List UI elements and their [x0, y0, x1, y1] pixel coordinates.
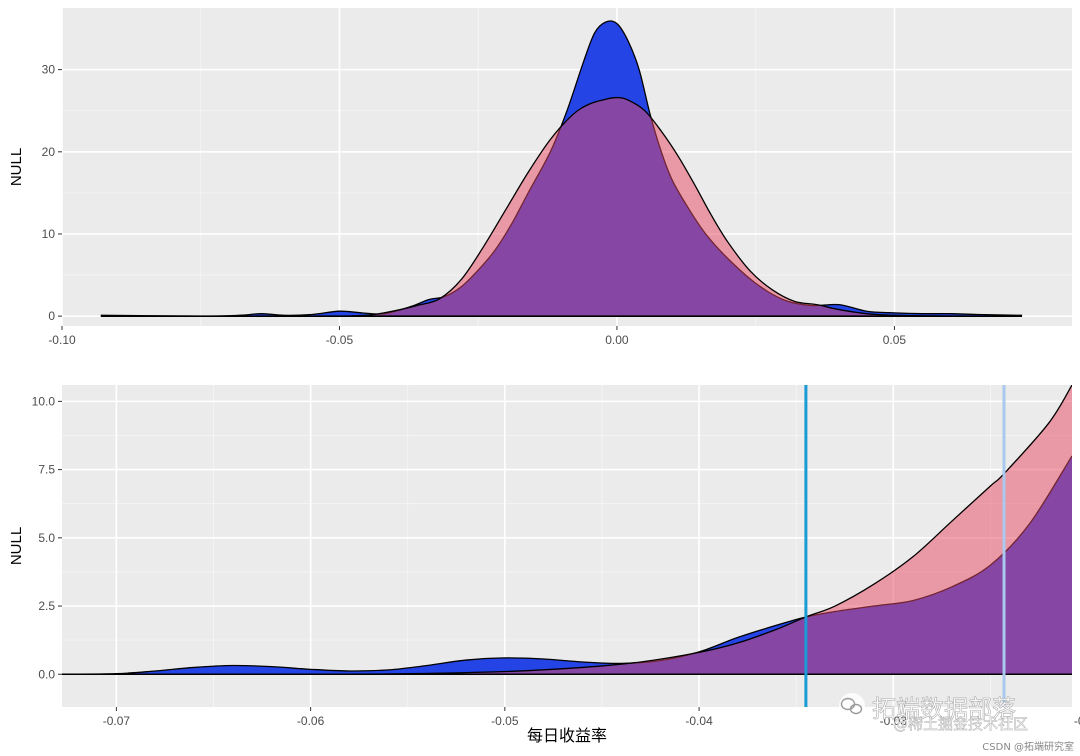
top-density-areas	[100, 20, 1023, 317]
density-area-series-1	[62, 385, 1072, 675]
top-y-ticks: 0 10 20 30	[42, 63, 62, 323]
x-tick-label: -0.02	[1074, 714, 1080, 728]
x-tick-label: 0.05	[883, 333, 907, 347]
y-tick-label: 20	[42, 145, 56, 159]
bottom-density-panel: 0.02.55.07.510.0 -0.07 -0.06 -0.05 -0.04 -0.…	[8, 385, 1080, 745]
y-tick-label: 0	[48, 309, 55, 323]
x-tick-label: -0.07	[103, 714, 131, 728]
y-tick-label: 2.5	[38, 599, 55, 613]
x-tick-label: -0.10	[48, 333, 76, 347]
bottom-y-axis-title: NULL	[8, 527, 25, 565]
top-density-panel: 0 10 20 30 -0.10 -0.05 0.00 0.05 NULL	[8, 8, 1072, 347]
watermark-main-text: 拓端数据部落	[872, 695, 1016, 723]
x-tick-label: -0.06	[297, 714, 325, 728]
y-tick-label: 30	[42, 63, 56, 77]
bottom-y-ticks: 0.0 2.5 5.0 7.5 10.0	[32, 394, 62, 681]
bottom-density-areas	[62, 385, 1072, 676]
y-tick-label: 10	[42, 227, 56, 241]
bottom-reference-lines	[804, 385, 1006, 707]
watermark: 拓端数据部落 @稀土掘金技术社区 CSDN @拓端研究室	[839, 693, 1074, 753]
bottom-x-ticks: -0.07 -0.06 -0.05 -0.04 -0.03 -0.02	[103, 707, 1080, 728]
x-tick-label: -0.05	[491, 714, 519, 728]
wechat-icon	[839, 693, 865, 719]
y-tick-label: 0.0	[38, 667, 55, 681]
x-tick-label: -0.05	[326, 333, 354, 347]
x-tick-label: -0.04	[685, 714, 713, 728]
watermark-footer-text: CSDN @拓端研究室	[982, 740, 1074, 753]
x-tick-label: -0.03	[880, 714, 908, 728]
y-tick-label: 5.0	[38, 531, 55, 545]
x-tick-label: 0.00	[605, 333, 629, 347]
top-y-axis-title: NULL	[8, 148, 25, 186]
density-area-series-1	[100, 97, 1023, 317]
y-tick-label: 7.5	[38, 463, 55, 477]
x-axis-title: 每日收益率	[527, 726, 607, 745]
watermark-sub-text: @稀土掘金技术社区	[893, 715, 1028, 733]
density-line-series-1	[100, 96, 1023, 317]
y-tick-label: 10.0	[32, 394, 56, 408]
top-x-ticks: -0.10 -0.05 0.00 0.05	[48, 326, 906, 347]
